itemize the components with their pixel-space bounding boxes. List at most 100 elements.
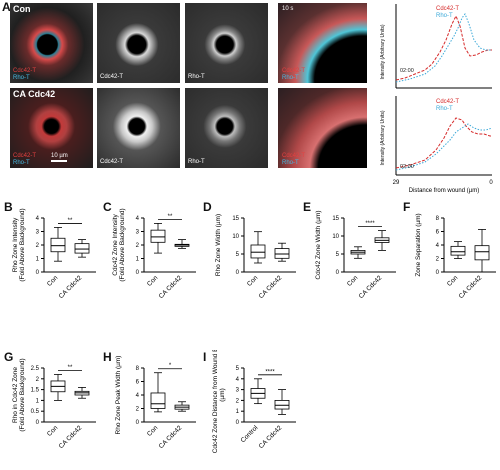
chart-d-ytick-label: 5	[236, 252, 240, 258]
chart-g-ytick-label: 2.5	[31, 366, 40, 372]
chart-d-ytick-label: 10	[232, 234, 239, 240]
line-plot-1-cdc42-trace	[395, 14, 492, 81]
panel-label-i: I	[203, 350, 207, 364]
chart-d-ylabel: Rho Zone Width (µm)	[215, 214, 222, 276]
chart-b-box	[50, 237, 66, 253]
chart-i-category-label: Control	[240, 424, 260, 444]
line-legend-rho-1: Rho-T	[436, 13, 453, 19]
chart-d-ytick-label: 15	[232, 216, 239, 222]
kymograph-con	[278, 3, 367, 83]
scale-bar-label: 10 µm	[51, 153, 68, 159]
chart-b-ytick-label: 0	[36, 270, 40, 276]
panel-label-b: B	[4, 200, 13, 214]
chart-c-ytick-label: 1	[136, 257, 140, 263]
chart-b-ytick-label: 3	[36, 230, 40, 236]
chart-d-box	[274, 248, 290, 259]
chart-c-category-label: CA Cdc42	[158, 274, 184, 300]
chart-h-sig-label: *	[169, 363, 172, 369]
chart-g-ytick-label: 1.5	[31, 388, 40, 394]
kymo-label-rho: Rho-T	[282, 75, 299, 81]
panel-label-g: G	[4, 350, 14, 364]
row-label-ca-cdc42: CA Cdc42	[13, 89, 56, 99]
chart-e-ytick-label: 0	[336, 270, 340, 276]
chart-i-ytick-label: 4	[236, 377, 240, 383]
chart-h-box	[150, 392, 166, 409]
chart-h-ylabel: Rho Zone Peak Width (µm)	[115, 356, 122, 435]
chart-f-box	[474, 245, 490, 261]
panel-label-e: E	[303, 200, 312, 214]
line-legend-cdc42-1: Cdc42-T	[436, 6, 459, 12]
line-xlabel: Distance from wound (µm)	[409, 188, 479, 194]
chart-b-sig-label: **	[68, 218, 73, 224]
chart-c: 0 1 2 3 4 Cdc42 Zone Intensity(Fold Above Bac…	[112, 208, 196, 300]
chart-c-ytick-label: 4	[136, 216, 140, 222]
line-legend-rho-2: Rho-T	[436, 106, 453, 112]
chart-i-ytick-label: 5	[236, 366, 240, 372]
kymo-label-cdc42-2: Cdc42-T	[282, 153, 306, 159]
chart-g-sig-label: **	[68, 365, 73, 371]
chart-d-category-label: Con	[246, 274, 260, 288]
line-plot-1-rho-trace	[395, 12, 492, 83]
chart-i-ytick-label: 3	[236, 388, 240, 394]
chart-h-category-label: Con	[146, 424, 160, 438]
chart-h-ytick-label: 6	[136, 380, 140, 386]
merge-label-rho-2: Rho-T	[13, 160, 30, 166]
line-plot-2-ylabel: Intensity (Arbitrary Units)	[380, 110, 386, 165]
chart-b-ytick-label: 4	[36, 216, 40, 222]
cdc42-channel-con	[97, 3, 180, 83]
chart-f-ytick-label: 4	[436, 243, 440, 249]
chart-b-category-label: CA Cdc42	[58, 274, 84, 300]
chart-f-ytick-label: 6	[436, 230, 440, 236]
cdc42-channel-ca	[97, 88, 180, 168]
chart-e-ytick-label: 15	[332, 216, 339, 222]
chart-g-ytick-label: 2	[36, 377, 40, 383]
line-plot-2-time: 02:00	[400, 164, 414, 170]
chart-h-category-label: CA Cdc42	[158, 424, 184, 450]
chart-i-sig-label: ****	[265, 369, 275, 375]
chart-b-ylabel: Rho Zone Intensity(Fold Above Background…	[12, 208, 26, 281]
rho-channel-label-ca: Rho-T	[188, 159, 205, 165]
chart-g-category-label: Con	[46, 424, 60, 438]
chart-g-ytick-label: 1	[36, 398, 40, 404]
chart-f-ytick-label: 8	[436, 216, 440, 222]
rho-channel-con	[185, 3, 268, 83]
chart-c-ylabel: Cdc42 Zone Intensity(Fold Above Backgrou…	[112, 208, 126, 281]
chart-e-category-label: Con	[346, 274, 360, 288]
chart-g-category-label: CA Cdc42	[58, 424, 84, 450]
chart-i-box	[274, 400, 290, 410]
scale-bar	[51, 160, 67, 162]
chart-f-ytick-label: 0	[436, 270, 440, 276]
chart-b-ytick-label: 2	[36, 243, 40, 249]
line-plot-1-ylabel: Intensity (Arbitrary Units)	[380, 24, 386, 79]
line-xtick-29: 29	[393, 180, 400, 186]
chart-i-ylabel: Cdc42 Zone Distance from Wound Edge(µm)	[212, 350, 226, 453]
chart-f-category-label: Con	[446, 274, 460, 288]
merge-image-ca-cdc42	[10, 88, 93, 168]
chart-i: 0 1 2 3 4 5 Cdc42 Zone Distance from Wound Edg…	[212, 350, 296, 453]
chart-b: 0 1 2 3 4 Rho Zone Intensity(Fold Above Backg…	[12, 208, 96, 300]
kymograph-time-bar: 10 s	[282, 6, 294, 12]
chart-f-ylabel: Zone Separation (µm)	[415, 213, 422, 276]
chart-h-ytick-label: 2	[136, 407, 140, 413]
chart-e-category-label: CA Cdc42	[358, 274, 384, 300]
chart-f-category-label: CA Cdc42	[458, 274, 484, 300]
chart-g-ylabel: Rho in Cdc42 Zone(Fold Above Background)	[12, 358, 26, 431]
chart-g-ytick-label: 0.5	[31, 409, 40, 415]
kymo-label-rho-2: Rho-T	[282, 160, 299, 166]
merge-label-cdc42: Cdc42-T	[13, 68, 37, 74]
rho-channel-ca	[185, 88, 268, 168]
chart-b-box	[74, 243, 90, 254]
panel-label-f: F	[403, 200, 411, 214]
chart-c-ytick-label: 0	[136, 270, 140, 276]
chart-c-category-label: Con	[146, 274, 160, 288]
merge-image-con	[10, 3, 93, 83]
chart-g-ytick-label: 0	[36, 420, 40, 426]
line-plot-2-rho-trace	[395, 123, 493, 171]
rho-channel-label-con: Rho-T	[188, 74, 205, 80]
chart-h-ytick-label: 4	[136, 393, 140, 399]
chart-b-category-label: Con	[46, 274, 60, 288]
chart-i-ytick-label: 1	[236, 409, 240, 415]
